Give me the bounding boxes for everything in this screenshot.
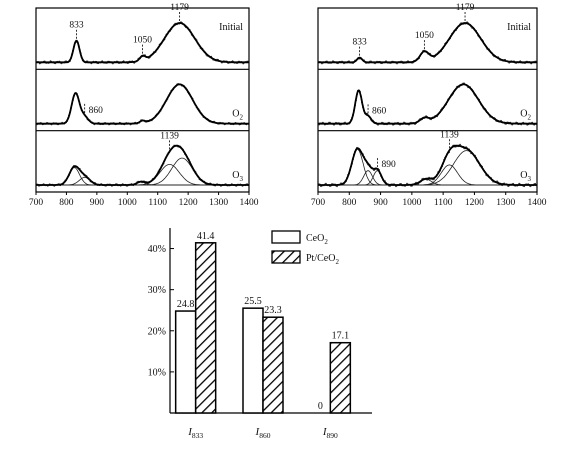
legend-label: CeO2: [306, 233, 328, 246]
bar-value-label: 0: [318, 401, 323, 412]
series-label: O3: [232, 170, 243, 183]
peak-label: 1139: [160, 131, 179, 141]
series-label: O3: [520, 170, 531, 183]
bar: [194, 242, 217, 414]
spectrum-2: O3 1139: [36, 131, 250, 187]
x-tick-label: 800: [59, 198, 74, 208]
bar-value-label: 23.3: [264, 305, 282, 316]
x-tick-label: 700: [29, 198, 44, 208]
plot-frame: [317, 7, 538, 193]
fit-curve: [318, 83, 537, 125]
y-tick-label: 40%: [148, 244, 166, 255]
bar: [262, 316, 284, 414]
x-tick-label: 1200: [179, 198, 198, 208]
category-label: I860: [255, 426, 271, 440]
x-tick-label: 1300: [496, 198, 515, 208]
peak-label: 833: [69, 21, 84, 31]
series-label: Initial: [507, 22, 531, 33]
x-tick-label: 1100: [434, 198, 453, 208]
peak-label: 1139: [440, 130, 459, 140]
x-tick-label: 1000: [118, 198, 137, 208]
bar-value-label: 25.5: [244, 296, 262, 307]
series-label: O2: [520, 109, 531, 122]
peak-label: 860: [89, 106, 104, 116]
y-tick-label: 30%: [148, 285, 166, 296]
y-tick-label: 20%: [148, 326, 166, 337]
fit-curve: [318, 144, 537, 186]
fit-curve: [36, 83, 249, 125]
legend-swatch: [271, 250, 301, 264]
category-label: I890: [322, 426, 338, 440]
spectrum-1: O2 860: [318, 82, 538, 126]
x-tick-label: 900: [373, 198, 388, 208]
bar: [329, 341, 352, 414]
peak-label: 1050: [415, 31, 434, 41]
x-tick-label: 900: [90, 198, 105, 208]
bar: [174, 310, 197, 414]
y-tick-label: 10%: [148, 367, 166, 378]
peak-label: 833: [352, 38, 367, 48]
bar: [242, 307, 264, 414]
fit-curve: [36, 22, 249, 64]
series-label: Initial: [219, 22, 243, 33]
raman-panel-b: Initial 833 1050 1179 O2 860 O3 890 1139 700 800 9…: [311, 3, 547, 208]
data-point: [325, 182, 327, 185]
legend-label: Pt/CeO2: [306, 253, 339, 266]
peak-label: 1179: [170, 3, 189, 13]
x-tick-label: 1000: [402, 198, 421, 208]
peak-label: 860: [372, 106, 387, 116]
plot-frame: [35, 7, 250, 193]
series-label: O2: [232, 109, 243, 122]
spectrum-1: O2 860: [36, 83, 250, 126]
category-label: I833: [187, 426, 203, 440]
fit-curve: [36, 144, 249, 186]
spectrum-0: Initial 833 1050 1179: [318, 3, 538, 65]
bar-chart-c: 10% 20% 30% 40% 24.8 41.4 I833 25.523.3 I860 0 17.…: [148, 228, 372, 440]
raman-panel-a: Initial 833 1050 1179 O2 860 O3 1139 700 800 900 1…: [29, 3, 259, 208]
peak-label: 1179: [456, 3, 475, 13]
peak-label: 890: [381, 160, 396, 170]
spectrum-0: Initial 833 1050 1179: [36, 3, 250, 65]
bar-value-label: 24.8: [177, 299, 195, 310]
x-tick-label: 1200: [465, 198, 484, 208]
bar-value-label: 17.1: [332, 331, 350, 342]
fit-curve: [318, 22, 537, 64]
spectrum-2: O3 890 1139: [318, 130, 538, 188]
x-tick-label: 1300: [209, 198, 228, 208]
x-tick-label: 1400: [240, 198, 259, 208]
legend-swatch: [271, 230, 301, 244]
x-tick-label: 800: [342, 198, 357, 208]
x-tick-label: 1400: [528, 198, 547, 208]
x-tick-label: 700: [311, 198, 326, 208]
bar-value-label: 41.4: [197, 231, 215, 242]
x-tick-label: 1100: [148, 198, 167, 208]
peak-label: 1050: [133, 36, 152, 46]
